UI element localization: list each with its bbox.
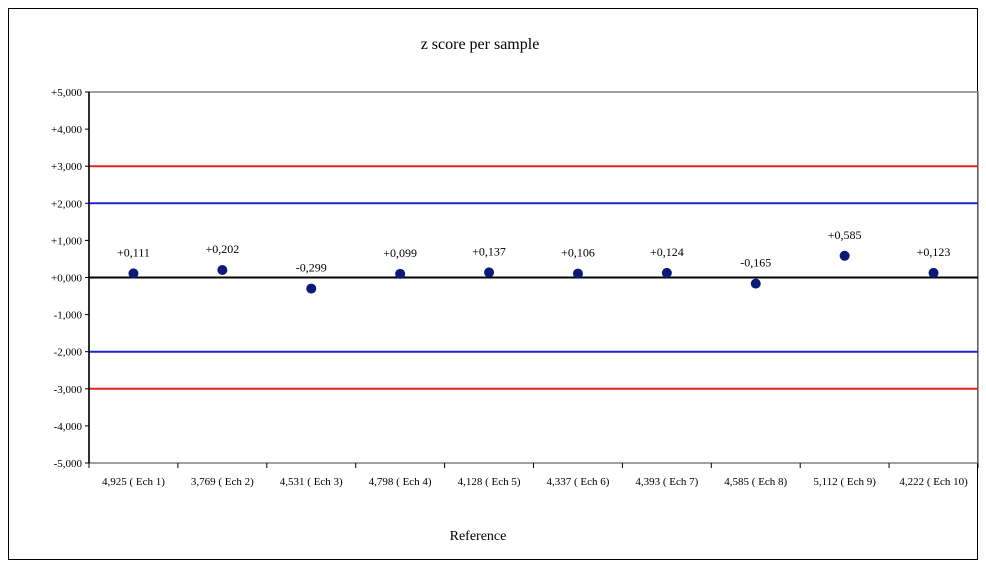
y-tick-label: +5,000 <box>51 87 82 99</box>
data-point <box>217 265 228 276</box>
data-label: +0,124 <box>650 245 684 259</box>
data-label: +0,106 <box>561 246 595 260</box>
y-tick-label: +3,000 <box>51 161 82 173</box>
x-tick-label: 4,925 ( Ech 1) <box>102 476 165 488</box>
x-tick-label: 4,531 ( Ech 3) <box>280 476 343 488</box>
x-tick-label: 3,769 ( Ech 2) <box>191 476 254 488</box>
y-tick-label: +2,000 <box>51 198 82 210</box>
data-point <box>395 268 406 279</box>
data-label: +0,137 <box>472 244 506 258</box>
data-point <box>572 268 583 279</box>
y-tick-label: -1,000 <box>54 310 83 322</box>
data-label: -0,299 <box>296 261 327 275</box>
data-point <box>928 267 939 278</box>
x-tick-label: 5,112 ( Ech 9) <box>813 476 876 488</box>
y-tick-label: +4,000 <box>51 124 82 136</box>
x-axis-title: Reference <box>450 529 507 544</box>
data-label: +0,202 <box>205 242 239 256</box>
x-tick-label: 4,222 ( Ech 10) <box>899 476 968 488</box>
x-tick-label: 4,393 ( Ech 7) <box>635 476 698 488</box>
data-label: +0,585 <box>828 228 862 242</box>
y-tick-label: -2,000 <box>54 347 83 359</box>
y-tick-label: -3,000 <box>54 384 83 396</box>
chart-title: z score per sample <box>421 36 540 53</box>
x-tick-label: 4,798 ( Ech 4) <box>369 476 432 488</box>
data-point <box>661 267 672 278</box>
data-point <box>484 267 495 278</box>
data-point <box>839 250 850 261</box>
y-tick-label: -5,000 <box>54 458 83 470</box>
data-point <box>306 283 317 294</box>
data-point <box>750 278 761 289</box>
chart-frame <box>8 8 978 560</box>
x-tick-label: 4,585 ( Ech 8) <box>724 476 787 488</box>
data-label: +0,123 <box>917 245 951 259</box>
y-tick-label: -4,000 <box>54 421 83 433</box>
plot-area: +5,000 +4,000 +3,000 +2,000 +1,000 +0,000 -1,0… <box>51 87 979 488</box>
y-tick-label: +1,000 <box>51 235 82 247</box>
x-tick-label: 4,337 ( Ech 6) <box>546 476 609 488</box>
data-label: -0,165 <box>740 256 771 270</box>
y-tick-label: +0,000 <box>51 273 82 285</box>
x-tick-label: 4,128 ( Ech 5) <box>458 476 521 488</box>
data-label: +0,099 <box>383 246 417 260</box>
data-label: +0,111 <box>117 245 150 259</box>
data-point <box>128 268 139 279</box>
